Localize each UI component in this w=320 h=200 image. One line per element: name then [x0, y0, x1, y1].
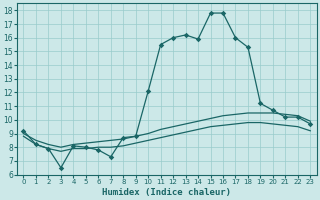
X-axis label: Humidex (Indice chaleur): Humidex (Indice chaleur): [102, 188, 231, 197]
